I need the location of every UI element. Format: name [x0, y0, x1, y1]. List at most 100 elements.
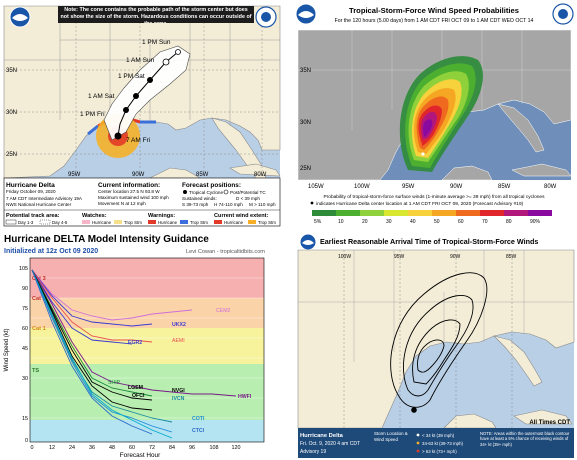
prob-lon-label: 95W [402, 184, 415, 190]
arrival-contours [390, 272, 488, 408]
prob-scale-label: 60 [458, 219, 464, 225]
cone-lat-label: 25N [6, 152, 17, 158]
arrival-legend-item: 34-63 kt (39-73 mph) [422, 441, 464, 446]
model-y-tick: 60 [22, 326, 28, 332]
cone-lat-label: 35N [6, 68, 17, 74]
model-y-tick: 15 [22, 416, 28, 422]
arrival-storm-date: Fri. Oct. 9, 2020 4 am CDT [300, 441, 360, 447]
prob-scale-label: 90% [530, 219, 541, 225]
model-x-tick: 84 [169, 445, 175, 451]
arrival-storm-name: Hurricane Delta [300, 433, 344, 439]
arrival-lon-label: 90W [450, 254, 461, 260]
model-x-ticks: 0 12 24 36 48 60 72 84 96 108 120 [31, 445, 241, 451]
noaa-logo-bird [298, 11, 314, 18]
noaa-logo-bird [12, 14, 28, 21]
arrival-cuba [513, 409, 573, 425]
model-label: HWFI [238, 394, 252, 400]
model-title: Hurricane DELTA Model Intensity Guidance [4, 234, 209, 245]
prob-title: Tropical-Storm-Force Wind Speed Probabil… [349, 6, 519, 15]
prob-footer-line1: Probability of tropical-storm-force surf… [323, 194, 545, 200]
cone-forecast-line: H 74-110 mph [214, 202, 243, 207]
model-y-tick: 90 [22, 286, 28, 292]
cone-info-line: Maximum sustained wind 100 mph [98, 195, 169, 200]
prob-lon-label: 90W [450, 184, 463, 190]
arrival-legend-title: Storm Location & Wind Speed [374, 431, 408, 442]
model-y-ticks: 105 90 75 60 45 30 15 0 [19, 266, 28, 444]
cone-graticule [4, 6, 280, 178]
cone-forecast-line: Post/Potential TC [230, 190, 266, 195]
cone-forecast-title: Forecast positions: [182, 182, 241, 189]
model-credit: Levi Cowan - tropicaltidbits.com [186, 249, 265, 255]
model-x-tick: 12 [49, 445, 55, 451]
cone-extent-item: Trop Stm [258, 220, 276, 225]
cone-panel: 1 PM Sun 1 AM Sun 1 PM Sat 1 AM Sat 1 PM… [0, 0, 284, 228]
prob-scale-label: 30 [386, 219, 392, 225]
arrival-note: NOTE: Areas within the outermost black c… [480, 431, 570, 447]
cone-storm-center: NWS National Hurricane Center [6, 202, 72, 207]
prob-scale-swatch [360, 210, 384, 216]
model-label: CTCI [192, 428, 205, 434]
cone-info-line: Center location 27.5 N 93.8 W [98, 189, 160, 194]
arrival-florida [493, 335, 543, 387]
prob-scale-swatch [480, 210, 504, 216]
cone-watches-item: Trop Stm [124, 220, 142, 225]
cone-track-item: Day 4-5 [52, 220, 68, 225]
cone-forecast-line: S 39-73 mph [182, 202, 209, 207]
model-label: OFCI [132, 393, 145, 399]
prob-scale-label: 20 [362, 219, 368, 225]
cone-forecast-line: Tropical Cyclone [189, 190, 223, 195]
arrival-map-note: All Times CDT [529, 420, 570, 426]
model-label: IVCN [172, 396, 185, 402]
prob-scale-swatch [408, 210, 432, 216]
model-label: NVGI [172, 388, 185, 394]
prob-scale-label: 80 [506, 219, 512, 225]
arrival-legend-item: < 34 kt (39 mph) [422, 433, 455, 438]
prob-lat-label: 25N [300, 166, 311, 172]
arrival-graphic: Earliest Reasonable Arrival Time of Trop… [294, 232, 577, 460]
cone-info-title: Current information: [98, 182, 160, 189]
model-y-tick: 75 [22, 306, 28, 312]
model-plot-frame [29, 257, 265, 443]
cone-storm-date: Friday October 09, 2020 [6, 189, 56, 194]
prob-scale-swatch [312, 210, 336, 216]
prob-yucatan [441, 165, 493, 181]
cone-warnings-item: Trop Stm [190, 220, 208, 225]
prob-scale-swatch [384, 210, 408, 216]
cone-info-line: Movement N at 12 mph [98, 201, 146, 206]
arrival-lon-label: 100W [338, 254, 351, 260]
arrival-storm-advisory: Advisory 19 [300, 449, 326, 455]
model-x-tick: 72 [149, 445, 155, 451]
arrival-info-bar [298, 428, 574, 458]
cone-warnings-title: Warnings: [148, 213, 175, 219]
cone-point-label-6: 7 AM Fri [126, 137, 150, 144]
model-chart: Hurricane DELTA Model Intensity Guidance… [0, 232, 282, 460]
cone-forecast-line: M > 110 mph [249, 202, 276, 207]
prob-lat-label: 30N [300, 120, 311, 126]
probability-panel: Tropical-Storm-Force Wind Speed Probabil… [292, 0, 577, 228]
prob-florida [497, 103, 545, 153]
arrival-storm-marker [411, 407, 417, 413]
nws-logo-inner [261, 12, 271, 22]
cone-point-label-1: 1 PM Sun [142, 39, 171, 46]
prob-lon-label: 85W [498, 184, 511, 190]
model-x-tick: 36 [89, 445, 95, 451]
prob-color-scale: 5% 10 20 30 40 50 60 70 80 90% [312, 210, 552, 225]
cone-forecast-line: Sustained winds: [182, 196, 217, 201]
model-gridlines [30, 277, 264, 419]
prob-blob [399, 56, 483, 172]
model-x-tick: 108 [210, 445, 219, 451]
model-label: CEM2 [216, 308, 231, 314]
model-label: AEMI [172, 338, 185, 344]
cone-info-area [3, 177, 281, 227]
cone-point-label-3: 1 PM Sat [118, 73, 145, 80]
cone-point-label-5: 1 PM Fri [80, 111, 105, 118]
prob-lon-label: 80W [544, 184, 557, 190]
model-x-tick: 96 [189, 445, 195, 451]
cone-lon-label: 95W [68, 172, 81, 178]
model-y-tick: 105 [19, 266, 28, 272]
model-x-tick: 48 [109, 445, 115, 451]
cone-track-title: Potential track area: [6, 213, 60, 219]
cone-warnings-item: Hurricane [158, 220, 178, 225]
model-label: LGEM [128, 385, 143, 391]
model-y-tick: 0 [25, 438, 28, 444]
